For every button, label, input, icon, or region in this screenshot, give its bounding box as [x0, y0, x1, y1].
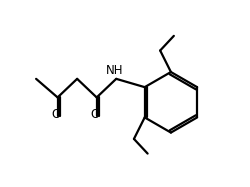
Text: NH: NH — [106, 64, 123, 77]
Text: O: O — [91, 108, 100, 121]
Text: O: O — [52, 108, 61, 121]
